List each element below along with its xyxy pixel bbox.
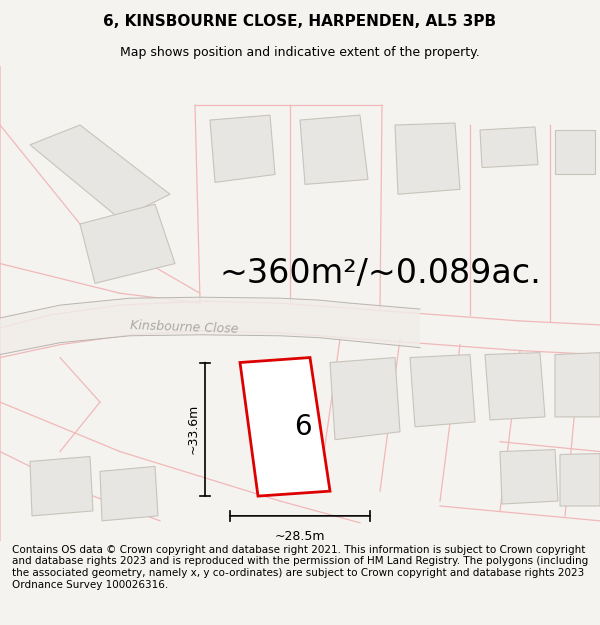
Text: Contains OS data © Crown copyright and database right 2021. This information is : Contains OS data © Crown copyright and d…	[12, 545, 588, 589]
Polygon shape	[555, 130, 595, 174]
Polygon shape	[485, 352, 545, 420]
Text: 6, KINSBOURNE CLOSE, HARPENDEN, AL5 3PB: 6, KINSBOURNE CLOSE, HARPENDEN, AL5 3PB	[103, 14, 497, 29]
Polygon shape	[30, 125, 170, 219]
Polygon shape	[80, 204, 175, 283]
Text: Kinsbourne Close: Kinsbourne Close	[130, 319, 239, 336]
Polygon shape	[240, 357, 330, 496]
Polygon shape	[555, 352, 600, 417]
Polygon shape	[300, 115, 368, 184]
Polygon shape	[395, 123, 460, 194]
Polygon shape	[500, 449, 558, 504]
Text: 6: 6	[293, 413, 311, 441]
Polygon shape	[0, 297, 420, 354]
Polygon shape	[210, 115, 275, 182]
Polygon shape	[410, 354, 475, 427]
Text: Map shows position and indicative extent of the property.: Map shows position and indicative extent…	[120, 46, 480, 59]
Polygon shape	[330, 357, 400, 440]
Polygon shape	[560, 454, 600, 506]
Polygon shape	[100, 466, 158, 521]
Text: ~33.6m: ~33.6m	[187, 404, 199, 454]
Text: ~28.5m: ~28.5m	[275, 530, 325, 542]
Polygon shape	[30, 456, 93, 516]
Text: ~360m²/~0.089ac.: ~360m²/~0.089ac.	[219, 257, 541, 290]
Polygon shape	[480, 127, 538, 168]
